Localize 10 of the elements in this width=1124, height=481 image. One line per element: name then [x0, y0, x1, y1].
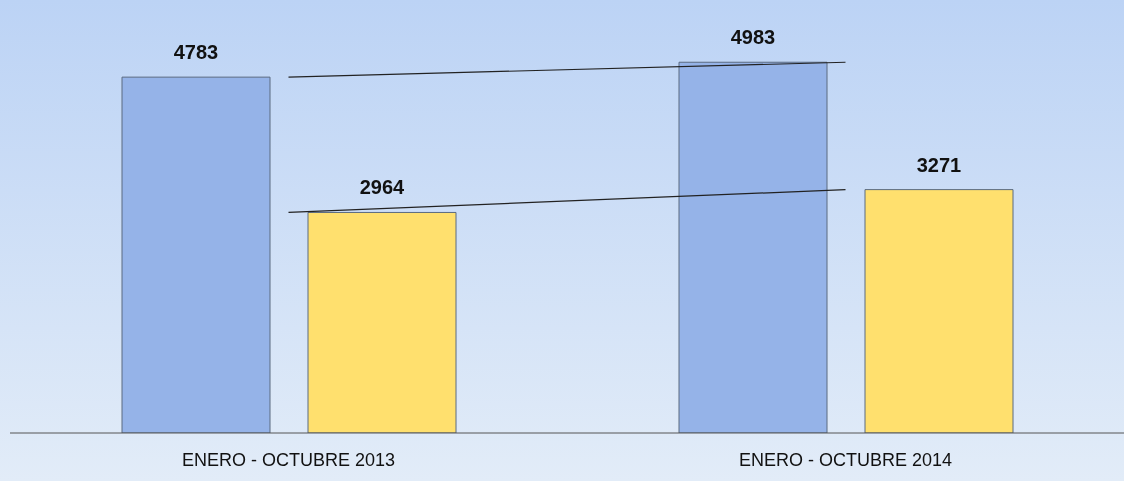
- data-label: 3271: [916, 153, 962, 176]
- x-tick-label: ENERO - OCTUBRE 2014: [738, 449, 953, 470]
- bar: [678, 61, 828, 433]
- data-label: 4983: [730, 26, 776, 49]
- bar: [307, 211, 457, 433]
- bar: [121, 76, 271, 433]
- data-label: 2964: [359, 176, 406, 199]
- x-tick-label: ENERO - OCTUBRE 2013: [181, 449, 396, 470]
- bar: [864, 189, 1014, 433]
- data-label: 4783: [173, 41, 219, 64]
